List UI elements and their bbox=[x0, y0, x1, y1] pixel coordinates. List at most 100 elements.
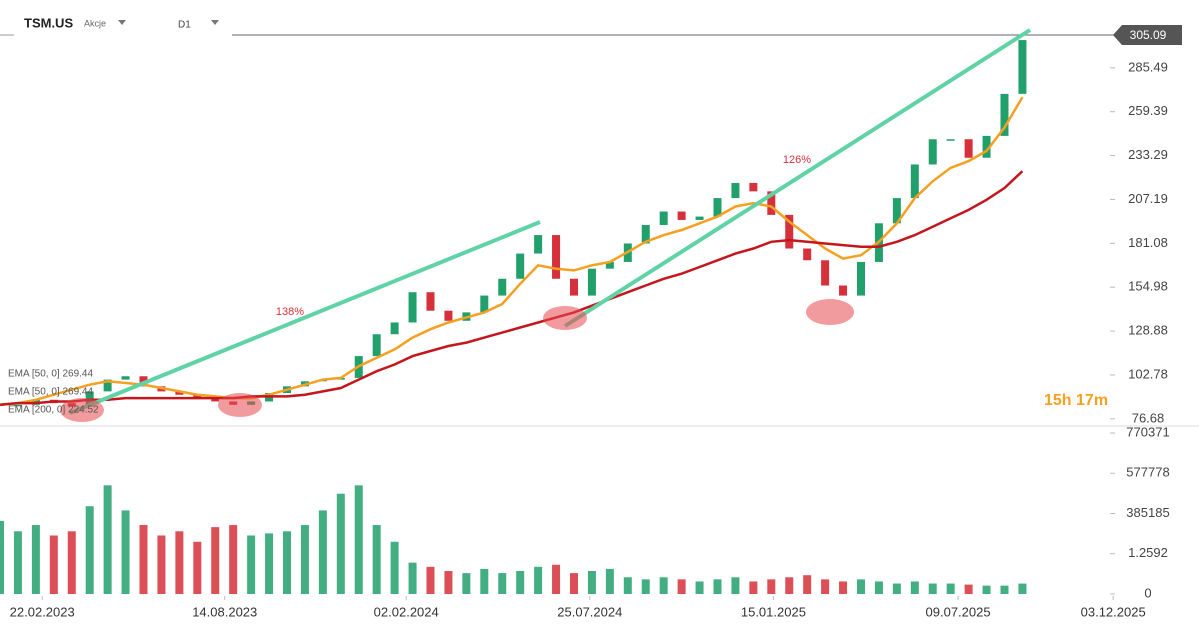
volume-bar bbox=[839, 581, 848, 594]
plot: 76.68 102.78 128.88 154.98 181.08 207.19 233.2… bbox=[0, 40, 1170, 619]
candle bbox=[390, 322, 399, 335]
candle bbox=[372, 334, 381, 357]
trend-line bbox=[563, 28, 1032, 328]
volume-bar bbox=[910, 581, 919, 594]
candle bbox=[695, 216, 704, 220]
candle bbox=[534, 235, 543, 254]
annotation: 138% bbox=[276, 306, 304, 318]
volume-bar bbox=[49, 535, 58, 594]
x-tick-label: 14.08.2023 bbox=[192, 604, 257, 619]
y2-tick-label: 577778 bbox=[1126, 465, 1169, 480]
volume-bar bbox=[785, 577, 794, 594]
candle bbox=[946, 139, 955, 141]
volume-bar bbox=[247, 535, 256, 594]
candle bbox=[731, 182, 740, 199]
volume-bar bbox=[229, 525, 238, 594]
volume-bar bbox=[964, 584, 973, 594]
candle bbox=[910, 164, 919, 199]
volume-bar bbox=[354, 485, 363, 594]
volume-bar bbox=[552, 564, 561, 594]
volume-bar bbox=[157, 535, 166, 594]
volume-bar bbox=[85, 506, 94, 594]
symbol[interactable]: TSM.US bbox=[24, 15, 73, 30]
candle bbox=[1000, 93, 1009, 136]
asset-class: Akcje bbox=[84, 18, 106, 28]
legend-entry[interactable]: EMA [50, 0] 269.44 bbox=[8, 387, 93, 398]
volume-bar bbox=[282, 531, 291, 594]
legend-entry[interactable]: EMA [200, 0] 224.52 bbox=[8, 405, 99, 416]
y-tick-label: 102.78 bbox=[1128, 366, 1168, 381]
x-tick-label: 02.02.2024 bbox=[374, 604, 439, 619]
y2-tick-label: 0 bbox=[1144, 585, 1151, 600]
ema-line bbox=[0, 170, 1024, 407]
candle bbox=[928, 139, 937, 165]
volume-bar bbox=[211, 527, 220, 594]
candle bbox=[605, 261, 614, 269]
volume-bar bbox=[390, 541, 399, 594]
volume-bar bbox=[444, 571, 453, 594]
ema-line bbox=[0, 96, 1024, 407]
candle bbox=[444, 310, 453, 321]
volume-bar bbox=[605, 568, 614, 594]
volume-bar bbox=[587, 571, 596, 594]
volume-bar bbox=[1018, 583, 1027, 594]
candle bbox=[13, 404, 22, 407]
volume-bar bbox=[803, 575, 812, 594]
volume-bar bbox=[982, 585, 991, 594]
y-tick-label: 285.49 bbox=[1128, 59, 1168, 74]
volume-bar bbox=[31, 525, 40, 594]
candle bbox=[408, 292, 417, 323]
volume-bar bbox=[103, 485, 112, 594]
candle bbox=[982, 135, 991, 158]
volume-bar bbox=[713, 579, 722, 594]
volume-bar bbox=[67, 531, 76, 594]
timeframe[interactable]: D1 bbox=[178, 20, 191, 31]
price-tag-box bbox=[1113, 25, 1182, 45]
y2-tick-label: 385185 bbox=[1126, 505, 1169, 520]
candle bbox=[426, 292, 435, 311]
volume-bar bbox=[641, 579, 650, 594]
candle bbox=[211, 398, 220, 402]
volume-bar bbox=[498, 573, 507, 594]
volume-bar bbox=[892, 583, 901, 594]
legend-entry[interactable]: EMA [50, 0] 269.44 bbox=[8, 369, 93, 380]
highlight-ellipse bbox=[543, 306, 587, 330]
highlight-ellipse bbox=[806, 299, 854, 325]
x-tick-label: 03.12.2025 bbox=[1081, 604, 1146, 619]
candle bbox=[785, 214, 794, 249]
candle bbox=[480, 295, 489, 313]
volume-bar bbox=[426, 566, 435, 594]
candle bbox=[498, 278, 507, 296]
volume-bar bbox=[300, 525, 309, 594]
candle-countdown: 15h 17m bbox=[1044, 392, 1108, 409]
volume-bar bbox=[372, 525, 381, 594]
volume-bar bbox=[516, 571, 525, 594]
volume-bar bbox=[121, 510, 130, 594]
symbol-dropdown[interactable] bbox=[118, 20, 126, 25]
candle bbox=[552, 235, 561, 279]
candle bbox=[856, 261, 865, 296]
volume-bar bbox=[946, 583, 955, 594]
timeframe-dropdown[interactable] bbox=[211, 20, 219, 25]
candle bbox=[713, 198, 722, 217]
volume-bar bbox=[480, 568, 489, 594]
header: TSM.US Akcje D1 bbox=[0, 15, 219, 36]
volume-bar bbox=[659, 577, 668, 594]
candle bbox=[516, 253, 525, 279]
volume-bar bbox=[928, 583, 937, 594]
candle bbox=[103, 379, 112, 392]
volume-bar bbox=[767, 579, 776, 594]
candle bbox=[767, 191, 776, 215]
highlight-ellipse bbox=[218, 393, 262, 417]
candle bbox=[839, 285, 848, 296]
y-tick-label: 128.88 bbox=[1128, 323, 1168, 338]
y-tick-label: 76.68 bbox=[1132, 410, 1165, 425]
annotation: 126% bbox=[783, 154, 811, 166]
candle bbox=[677, 211, 686, 220]
y-tick-label: 233.29 bbox=[1128, 147, 1168, 162]
last-price: 305.09 bbox=[1130, 28, 1167, 42]
y2-tick-label: 770371 bbox=[1126, 424, 1169, 439]
volume-bar bbox=[139, 525, 148, 594]
